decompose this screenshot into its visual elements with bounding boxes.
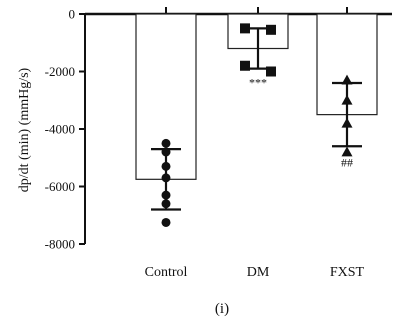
panel-label: (i) xyxy=(215,301,229,317)
data-point xyxy=(341,94,353,105)
data-point xyxy=(341,117,353,128)
data-point xyxy=(161,190,171,200)
data-point xyxy=(240,60,250,71)
category-label: DM xyxy=(247,265,270,280)
x-axis xyxy=(85,7,392,16)
data-point xyxy=(341,74,353,85)
data-point xyxy=(161,161,171,171)
data-point xyxy=(161,173,171,183)
y-tick-label: -4000 xyxy=(45,122,75,137)
y-tick-label: -6000 xyxy=(45,179,75,194)
data-point xyxy=(161,147,171,157)
y-axis-label: dp/dt (min) (mmHg/s) xyxy=(17,67,32,192)
data-point xyxy=(266,24,276,35)
data-point xyxy=(161,138,171,148)
category-label: FXST xyxy=(330,265,365,280)
data-point xyxy=(266,66,276,77)
y-tick-label: -8000 xyxy=(45,237,75,252)
y-axis: 0 -2000 -4000 -6000 -8000 xyxy=(45,7,86,252)
data-points xyxy=(161,23,353,227)
significance-marker: ## xyxy=(341,155,353,169)
data-point xyxy=(161,199,171,209)
data-point xyxy=(161,217,171,227)
significance-marker: *** xyxy=(249,76,267,90)
data-point xyxy=(240,23,250,34)
labels: Control DM FXST *** ## xyxy=(145,76,365,280)
category-label: Control xyxy=(145,265,188,280)
data-point xyxy=(341,146,353,157)
y-tick-label: 0 xyxy=(69,7,76,22)
y-tick-label: -2000 xyxy=(45,64,75,79)
